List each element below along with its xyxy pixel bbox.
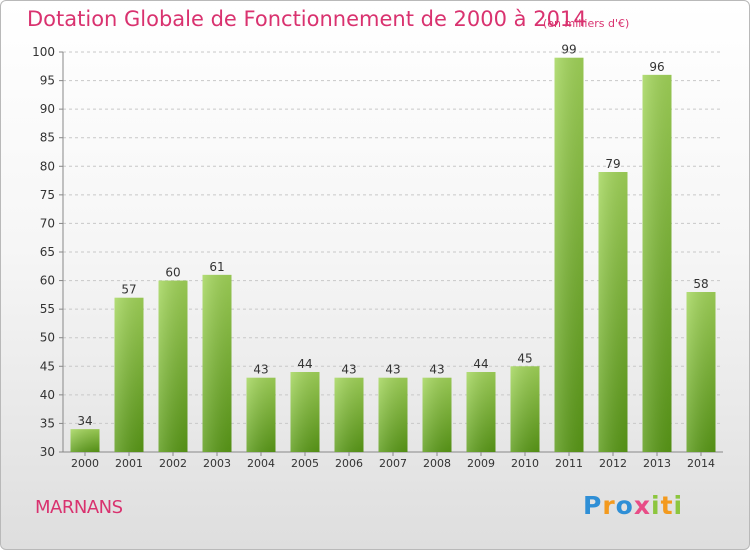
x-tick-label: 2013 xyxy=(643,457,671,470)
x-tick-label: 2012 xyxy=(599,457,627,470)
x-tick-label: 2006 xyxy=(335,457,363,470)
data-label: 61 xyxy=(209,260,224,274)
y-tick-label: 80 xyxy=(40,159,55,173)
bar-shading xyxy=(642,74,672,452)
y-tick-label: 75 xyxy=(40,188,55,202)
data-label: 43 xyxy=(429,363,444,377)
y-tick-label: 100 xyxy=(32,45,55,59)
logo-letter: o xyxy=(615,491,634,520)
labels: 30 35 40 45 50 55 60 65 70 75 80 85 90 95 100 34 2000 57 2… xyxy=(32,43,715,470)
data-label: 60 xyxy=(165,266,180,280)
logo-letter: P xyxy=(583,491,603,520)
y-tick-label: 50 xyxy=(40,331,55,345)
chart-title: Dotation Globale de Fonctionnement de 20… xyxy=(27,7,587,31)
logo-letter: r xyxy=(602,491,616,520)
logo-letter: x xyxy=(633,491,651,520)
bars xyxy=(70,57,716,452)
y-tick-label: 60 xyxy=(40,274,55,288)
logo-letter: t xyxy=(660,491,674,520)
proxiti-logo: Proxiti xyxy=(583,491,683,520)
commune-name: MARNANS xyxy=(35,497,123,518)
data-label: 44 xyxy=(297,357,312,371)
data-label: 57 xyxy=(121,283,136,297)
y-tick-label: 90 xyxy=(40,102,55,116)
bar-shading xyxy=(466,372,496,452)
x-tick-label: 2009 xyxy=(467,457,495,470)
x-tick-label: 2010 xyxy=(511,457,539,470)
x-tick-label: 2014 xyxy=(687,457,715,470)
data-label: 79 xyxy=(605,157,620,171)
bar-shading xyxy=(378,377,408,452)
y-tick-label: 70 xyxy=(40,216,55,230)
y-tick-label: 40 xyxy=(40,388,55,402)
y-tick-label: 55 xyxy=(40,302,55,316)
bar-shading xyxy=(334,377,364,452)
bar-shading xyxy=(70,429,100,452)
x-tick-label: 2004 xyxy=(247,457,275,470)
x-tick-label: 2011 xyxy=(555,457,583,470)
logo-letter: i xyxy=(673,491,684,520)
data-label: 96 xyxy=(649,60,664,74)
x-tick-label: 2003 xyxy=(203,457,231,470)
bar-shading xyxy=(686,292,716,452)
logo-letter: i xyxy=(651,491,661,520)
y-tick-label: 35 xyxy=(40,416,55,430)
data-label: 58 xyxy=(693,277,708,291)
data-label: 43 xyxy=(341,363,356,377)
y-tick-label: 65 xyxy=(40,245,55,259)
y-tick-label: 85 xyxy=(40,131,55,145)
bar-shading xyxy=(114,297,144,452)
chart-subtitle: (en milliers d'€) xyxy=(543,17,630,30)
x-tick-label: 2007 xyxy=(379,457,407,470)
x-tick-label: 2002 xyxy=(159,457,187,470)
y-tick-label: 45 xyxy=(40,359,55,373)
y-tick-label: 30 xyxy=(40,445,55,459)
x-tick-label: 2008 xyxy=(423,457,451,470)
data-label: 43 xyxy=(385,363,400,377)
bar-shading xyxy=(290,372,320,452)
y-tick-label: 95 xyxy=(40,74,55,88)
data-label: 43 xyxy=(253,363,268,377)
bar-shading xyxy=(246,377,276,452)
data-label: 45 xyxy=(517,351,532,365)
data-label: 34 xyxy=(77,414,92,428)
x-tick-label: 2005 xyxy=(291,457,319,470)
bar-shading xyxy=(202,274,232,452)
bar-shading xyxy=(598,172,628,452)
x-tick-label: 2001 xyxy=(115,457,143,470)
bar-shading xyxy=(510,366,540,452)
bar-shading xyxy=(554,57,584,452)
data-label: 99 xyxy=(561,43,576,57)
bar-shading xyxy=(422,377,452,452)
data-label: 44 xyxy=(473,357,488,371)
x-tick-label: 2000 xyxy=(71,457,99,470)
bar-shading xyxy=(158,280,188,452)
